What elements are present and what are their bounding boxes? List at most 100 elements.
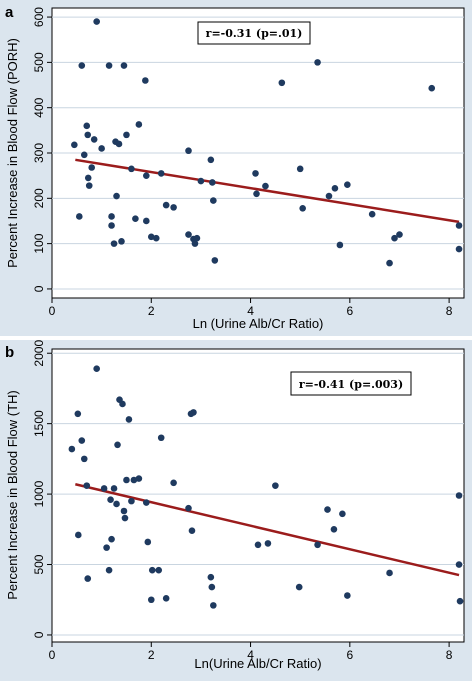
y-tick-label: 400 xyxy=(32,97,46,117)
panel-a-label: a xyxy=(5,4,14,21)
panel-b-x-ticks: 0 2 4 6 8 xyxy=(49,642,453,662)
y-tick-label: 500 xyxy=(32,554,46,574)
panel-a-x-ticks: 0 2 4 6 8 xyxy=(49,298,453,318)
data-point xyxy=(123,131,130,139)
data-point xyxy=(170,204,177,211)
data-point xyxy=(272,482,279,489)
x-tick-label: 4 xyxy=(247,648,254,662)
data-point xyxy=(90,136,98,143)
data-point xyxy=(110,485,118,492)
data-point xyxy=(147,233,155,241)
panel-a-points xyxy=(71,18,463,267)
data-point xyxy=(386,569,393,577)
data-point xyxy=(148,566,156,574)
panel-a: 0 100 200 300 400 500 600 0 2 4 6 8 a r=-0.31 (p=.… xyxy=(0,0,472,336)
data-point xyxy=(253,190,260,198)
data-point xyxy=(115,140,123,148)
data-point xyxy=(314,59,321,66)
data-point xyxy=(157,170,165,177)
panel-a-y-axis-title: Percent Increase in Blood Flow (PORH) xyxy=(5,38,20,268)
fit-line xyxy=(75,483,460,577)
data-point xyxy=(147,596,155,604)
data-point xyxy=(295,583,303,591)
panel-b-x-axis-title: Ln(Urine Alb/Cr Ratio) xyxy=(194,656,321,671)
data-point xyxy=(391,234,398,242)
data-point xyxy=(455,245,463,253)
data-point xyxy=(396,231,403,238)
data-point xyxy=(85,182,93,189)
data-point xyxy=(209,179,216,186)
data-point xyxy=(188,527,196,535)
data-point xyxy=(98,145,105,152)
data-point xyxy=(135,121,143,128)
data-point xyxy=(105,62,113,69)
data-point xyxy=(125,416,133,423)
panel-b-points xyxy=(68,365,464,609)
data-point xyxy=(71,141,78,149)
data-point xyxy=(190,409,197,416)
data-point xyxy=(155,566,163,574)
data-point xyxy=(84,174,92,182)
panel-b: 0 500 1000 1500 2000 0 2 4 6 8 b r=-0.41 (p=.003… xyxy=(0,340,472,681)
panel-b-gridlines xyxy=(52,352,464,636)
x-tick-label: 0 xyxy=(49,648,56,662)
data-point xyxy=(314,541,321,549)
y-tick-label: 2000 xyxy=(32,340,46,367)
data-point xyxy=(110,240,118,247)
data-point xyxy=(80,151,88,159)
data-point xyxy=(210,197,217,204)
data-point xyxy=(344,592,351,599)
data-point xyxy=(455,561,463,568)
data-point xyxy=(143,499,150,506)
data-point xyxy=(152,234,160,242)
data-point xyxy=(344,181,351,189)
data-point xyxy=(142,77,149,84)
data-point xyxy=(144,538,152,546)
data-point xyxy=(331,185,339,192)
data-point xyxy=(123,476,130,484)
data-point xyxy=(74,410,82,418)
y-tick-label: 1500 xyxy=(32,410,46,437)
data-point xyxy=(185,504,192,512)
data-point xyxy=(108,222,115,229)
data-point xyxy=(162,595,170,602)
data-point xyxy=(119,400,126,408)
data-point xyxy=(456,597,464,605)
data-point xyxy=(278,79,286,87)
data-point xyxy=(162,201,170,209)
data-point xyxy=(325,192,333,200)
panel-b-fit-line-group xyxy=(75,483,460,577)
data-point xyxy=(324,506,331,513)
data-point xyxy=(211,257,219,264)
panel-b-annotation-box xyxy=(290,371,412,396)
x-tick-label: 8 xyxy=(446,648,453,662)
panel-a-x-axis-title: Ln (Urine Alb/Cr Ratio) xyxy=(193,316,324,331)
data-point xyxy=(207,156,215,164)
data-point xyxy=(185,231,192,238)
data-point xyxy=(78,62,86,69)
data-point xyxy=(120,62,128,69)
data-point xyxy=(135,475,143,482)
data-point xyxy=(252,170,259,177)
data-point xyxy=(262,182,269,190)
data-point xyxy=(339,510,346,518)
data-point xyxy=(264,540,272,547)
fit-line xyxy=(75,158,460,224)
data-point xyxy=(193,234,201,242)
data-point xyxy=(208,583,216,591)
data-point xyxy=(428,84,436,92)
y-tick-label: 0 xyxy=(32,631,46,638)
x-tick-label: 2 xyxy=(148,648,155,662)
data-point xyxy=(128,497,135,505)
data-point xyxy=(108,535,115,543)
data-point xyxy=(336,241,344,249)
data-point xyxy=(80,455,88,463)
data-point xyxy=(330,526,338,533)
panel-a-annotation-box xyxy=(197,21,311,45)
data-point xyxy=(386,259,393,267)
data-point xyxy=(84,131,92,139)
x-tick-label: 6 xyxy=(346,304,353,318)
y-tick-label: 1000 xyxy=(32,480,46,507)
data-point xyxy=(88,164,96,171)
